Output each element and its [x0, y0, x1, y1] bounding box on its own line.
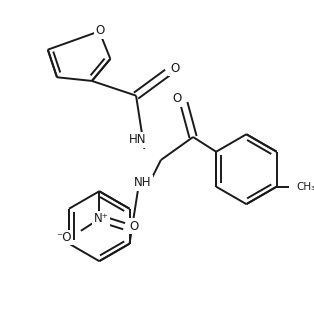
Text: O: O — [170, 61, 179, 75]
Text: NH: NH — [134, 177, 151, 189]
Text: CH₃: CH₃ — [297, 182, 314, 192]
Text: O: O — [172, 92, 181, 105]
Text: O: O — [130, 220, 139, 233]
Text: ⁻O: ⁻O — [57, 231, 72, 244]
Text: O: O — [95, 24, 105, 37]
Text: HN: HN — [129, 133, 147, 146]
Text: N⁺: N⁺ — [94, 212, 109, 225]
